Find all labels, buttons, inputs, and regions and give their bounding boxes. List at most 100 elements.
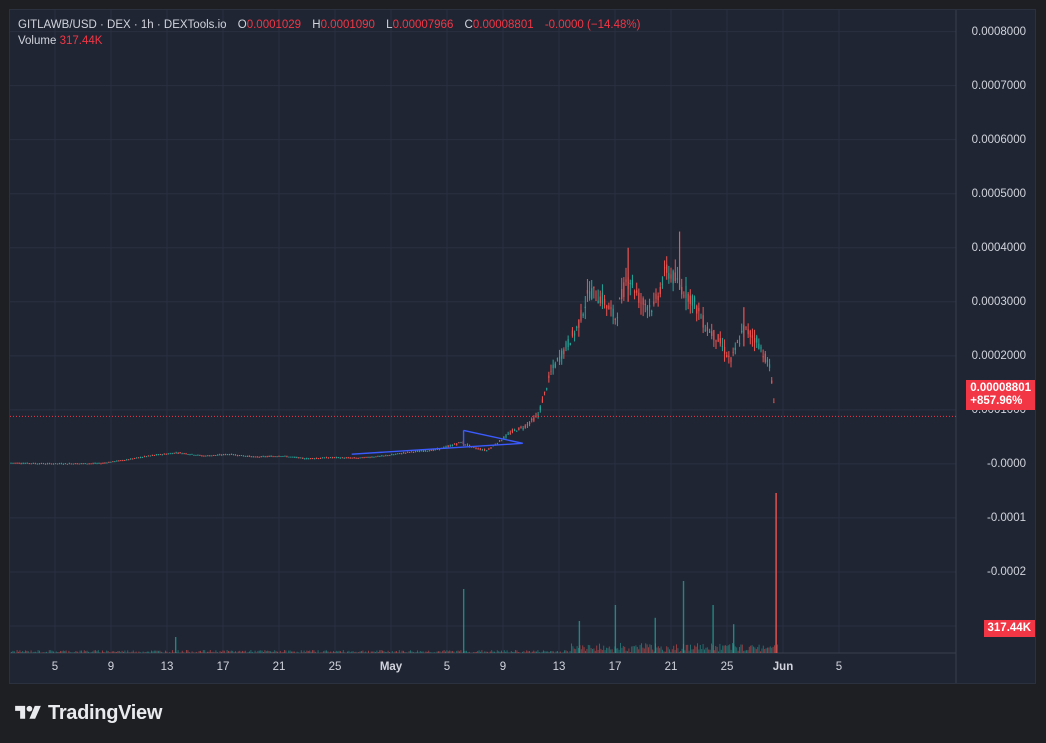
volume-bar: [586, 648, 588, 653]
volume-bar: [106, 650, 108, 653]
volume-bar: [250, 650, 252, 653]
volume-bar: [97, 650, 99, 653]
volume-bar: [247, 652, 249, 653]
volume-bar: [747, 650, 749, 653]
candle-body: [424, 450, 426, 452]
volume-bar: [585, 650, 586, 653]
volume-bar: [142, 651, 144, 653]
volume-bar: [669, 649, 670, 653]
volume-bar: [730, 649, 732, 653]
volume-bar: [771, 647, 773, 653]
volume-bar: [516, 650, 518, 653]
symbol-label[interactable]: GITLAWB/USD · DEX · 1h · DEXTools.io: [18, 19, 227, 31]
volume-bar: [599, 643, 600, 653]
candle-body: [451, 445, 454, 447]
candle-body: [434, 449, 436, 451]
volume-bar: [534, 651, 536, 653]
volume-bar: [300, 650, 302, 653]
volume-bar: [25, 650, 26, 653]
volume-bar: [347, 651, 348, 653]
volume-bar: [337, 651, 339, 653]
volume-bar: [404, 652, 406, 653]
volume-bar: [729, 644, 731, 653]
volume-bar: [312, 650, 313, 653]
candle-body: [317, 458, 320, 460]
candle-body: [26, 462, 28, 464]
candle-body: [173, 452, 175, 454]
candle-body: [240, 454, 243, 456]
volume-bar: [663, 651, 665, 653]
candle-body: [496, 443, 499, 445]
volume-bar: [12, 650, 14, 653]
volume-bar: [415, 652, 417, 653]
price-axis[interactable]: 0.0008000 0.0007000 0.0006000 0.0005000 0.00…: [955, 10, 1035, 683]
volume-bar: [617, 648, 619, 653]
volume-bar: [284, 650, 285, 653]
volume-bar: [597, 650, 599, 653]
volume-bar: [394, 651, 396, 653]
candle-body: [90, 463, 92, 465]
volume-bar: [615, 648, 617, 653]
volume-bar: [376, 650, 378, 653]
chart-container[interactable]: GITLAWB/USD · DEX · 1h · DEXTools.io O0.…: [9, 9, 1036, 684]
volume-bar: [327, 651, 329, 653]
candle-body: [548, 375, 550, 379]
chart-canvas[interactable]: [10, 10, 1035, 683]
candle-body: [288, 456, 290, 458]
candle-body: [563, 349, 565, 355]
candle-body: [48, 463, 51, 465]
candle-body: [672, 271, 674, 284]
last-price-badge: 0.00008801 +857.96%: [966, 380, 1035, 410]
volume-key: Volume: [18, 35, 57, 47]
candle-body: [238, 455, 241, 457]
volume-bar: [456, 650, 458, 653]
candle-body: [20, 463, 22, 465]
volume-bar: [214, 652, 215, 653]
change-percent: (−14.48%): [587, 19, 641, 31]
candle-body: [110, 461, 112, 463]
volume-bar: [411, 651, 413, 653]
volume-bar: [478, 650, 480, 653]
candle-body: [666, 264, 668, 273]
tradingview-logo-icon[interactable]: [12, 703, 44, 723]
volume-bar: [543, 650, 544, 653]
candle-body: [751, 335, 754, 338]
volume-bar: [562, 652, 564, 653]
volume-bar: [267, 650, 269, 653]
volume-bar: [439, 651, 441, 653]
candle-body: [713, 330, 715, 341]
candle-body: [458, 442, 460, 444]
candle-body: [569, 343, 571, 346]
volume-bar: [291, 651, 292, 653]
candle-body: [28, 463, 30, 465]
volume-bar: [751, 645, 753, 653]
volume-bar: [692, 649, 694, 653]
volume-bar: [467, 652, 469, 653]
volume-bar: [328, 652, 330, 653]
volume-bar: [405, 652, 407, 653]
volume-bar: [608, 646, 610, 653]
volume-bar: [263, 651, 264, 653]
volume-bar: [512, 651, 514, 653]
candle-body: [38, 463, 41, 465]
volume-bar: [551, 651, 553, 653]
volume-spike: [712, 605, 714, 653]
volume-bar: [279, 650, 281, 653]
candle-body: [732, 351, 734, 353]
candle-body: [621, 289, 623, 299]
volume-bar: [349, 652, 351, 653]
volume-bar: [85, 651, 87, 653]
candle-body: [331, 457, 334, 459]
candle-body: [726, 355, 728, 358]
volume-bar: [116, 652, 117, 653]
candle-body: [68, 463, 70, 465]
candle-body: [608, 305, 610, 310]
volume-bar: [523, 651, 525, 653]
volume-bar: [557, 650, 558, 653]
volume-bar: [128, 652, 130, 653]
volume-bar: [86, 650, 88, 653]
volume-bar: [480, 651, 481, 653]
volume-bar: [737, 650, 739, 653]
volume-bar: [11, 651, 12, 653]
tradingview-brand[interactable]: TradingView: [48, 701, 163, 724]
